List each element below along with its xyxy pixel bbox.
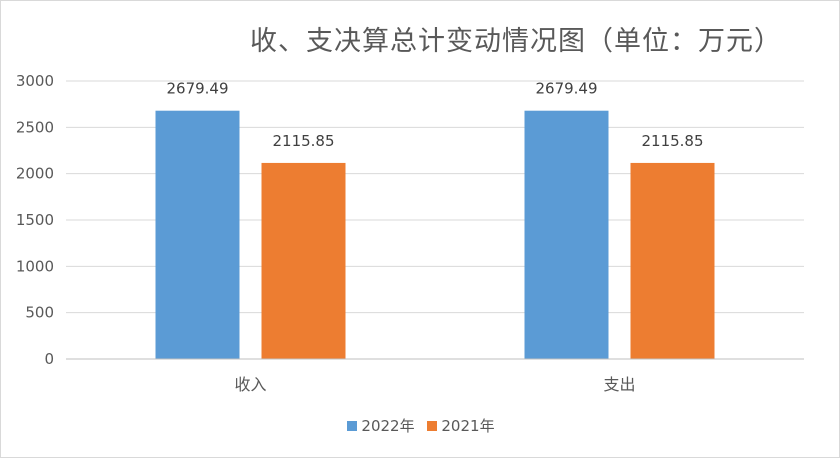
- y-tick-label: 500: [25, 304, 54, 322]
- bar-2022年-收入: [155, 110, 240, 359]
- legend-swatch-2021: [427, 421, 438, 431]
- legend: 2022年 2021年: [1, 415, 840, 436]
- data-label: 2679.49: [535, 80, 597, 98]
- data-label: 2679.49: [166, 80, 228, 98]
- x-category-label: 收入: [234, 375, 266, 394]
- legend-label-2022: 2022年: [361, 417, 415, 435]
- bar-chart: 0 500 1000 1500 2000 2500 3000 2679.49 2115.85 收入…: [16, 72, 804, 394]
- legend-item-2022: 2022年: [347, 415, 415, 436]
- bar-2021年-支出: [630, 162, 715, 359]
- data-label: 2115.85: [641, 132, 703, 150]
- legend-label-2021: 2021年: [441, 417, 495, 435]
- legend-item-2021: 2021年: [427, 415, 495, 436]
- x-category-label: 支出: [603, 375, 635, 394]
- y-tick-label: 1500: [16, 211, 54, 229]
- y-tick-label: 1000: [16, 257, 54, 275]
- bar-2021年-收入: [261, 162, 346, 359]
- y-tick-label: 0: [44, 350, 54, 368]
- y-tick-label: 2000: [16, 165, 54, 183]
- legend-swatch-2022: [347, 421, 358, 431]
- y-tick-label: 3000: [16, 72, 54, 90]
- y-tick-label: 2500: [16, 118, 54, 136]
- chart-title: 收、支决算总计变动情况图（单位：万元）: [250, 26, 782, 57]
- bar-2022年-支出: [524, 110, 609, 359]
- data-label: 2115.85: [272, 132, 334, 150]
